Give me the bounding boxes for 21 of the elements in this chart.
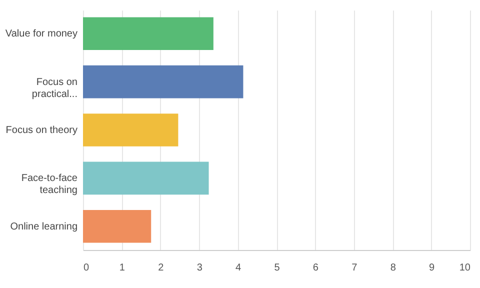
- x-tick-label: 2: [158, 262, 164, 274]
- x-tick-label: 10: [459, 262, 471, 274]
- x-tick-label: 9: [429, 262, 436, 274]
- y-tick-label: Focus on practical...: [32, 76, 78, 100]
- x-tick-label: 4: [236, 262, 242, 274]
- x-tick-label: 7: [352, 262, 358, 274]
- x-tick-label: 5: [274, 262, 280, 274]
- bar: [83, 65, 244, 98]
- y-tick-label: Online learning: [10, 221, 78, 232]
- x-tick-label: 0: [84, 262, 90, 274]
- x-tick-label: 3: [196, 262, 203, 274]
- x-tick-label: 6: [312, 262, 319, 274]
- bar: [83, 210, 152, 243]
- y-tick-label: Focus on theory: [6, 125, 78, 136]
- x-tick-label: 8: [390, 262, 396, 274]
- y-tick-label: Face-to-face teaching: [21, 173, 78, 196]
- y-tick-label: Value for money: [5, 28, 78, 40]
- bar: [83, 162, 209, 195]
- bar: [83, 17, 214, 50]
- bar: [83, 114, 178, 146]
- x-tick-label: 1: [119, 262, 126, 274]
